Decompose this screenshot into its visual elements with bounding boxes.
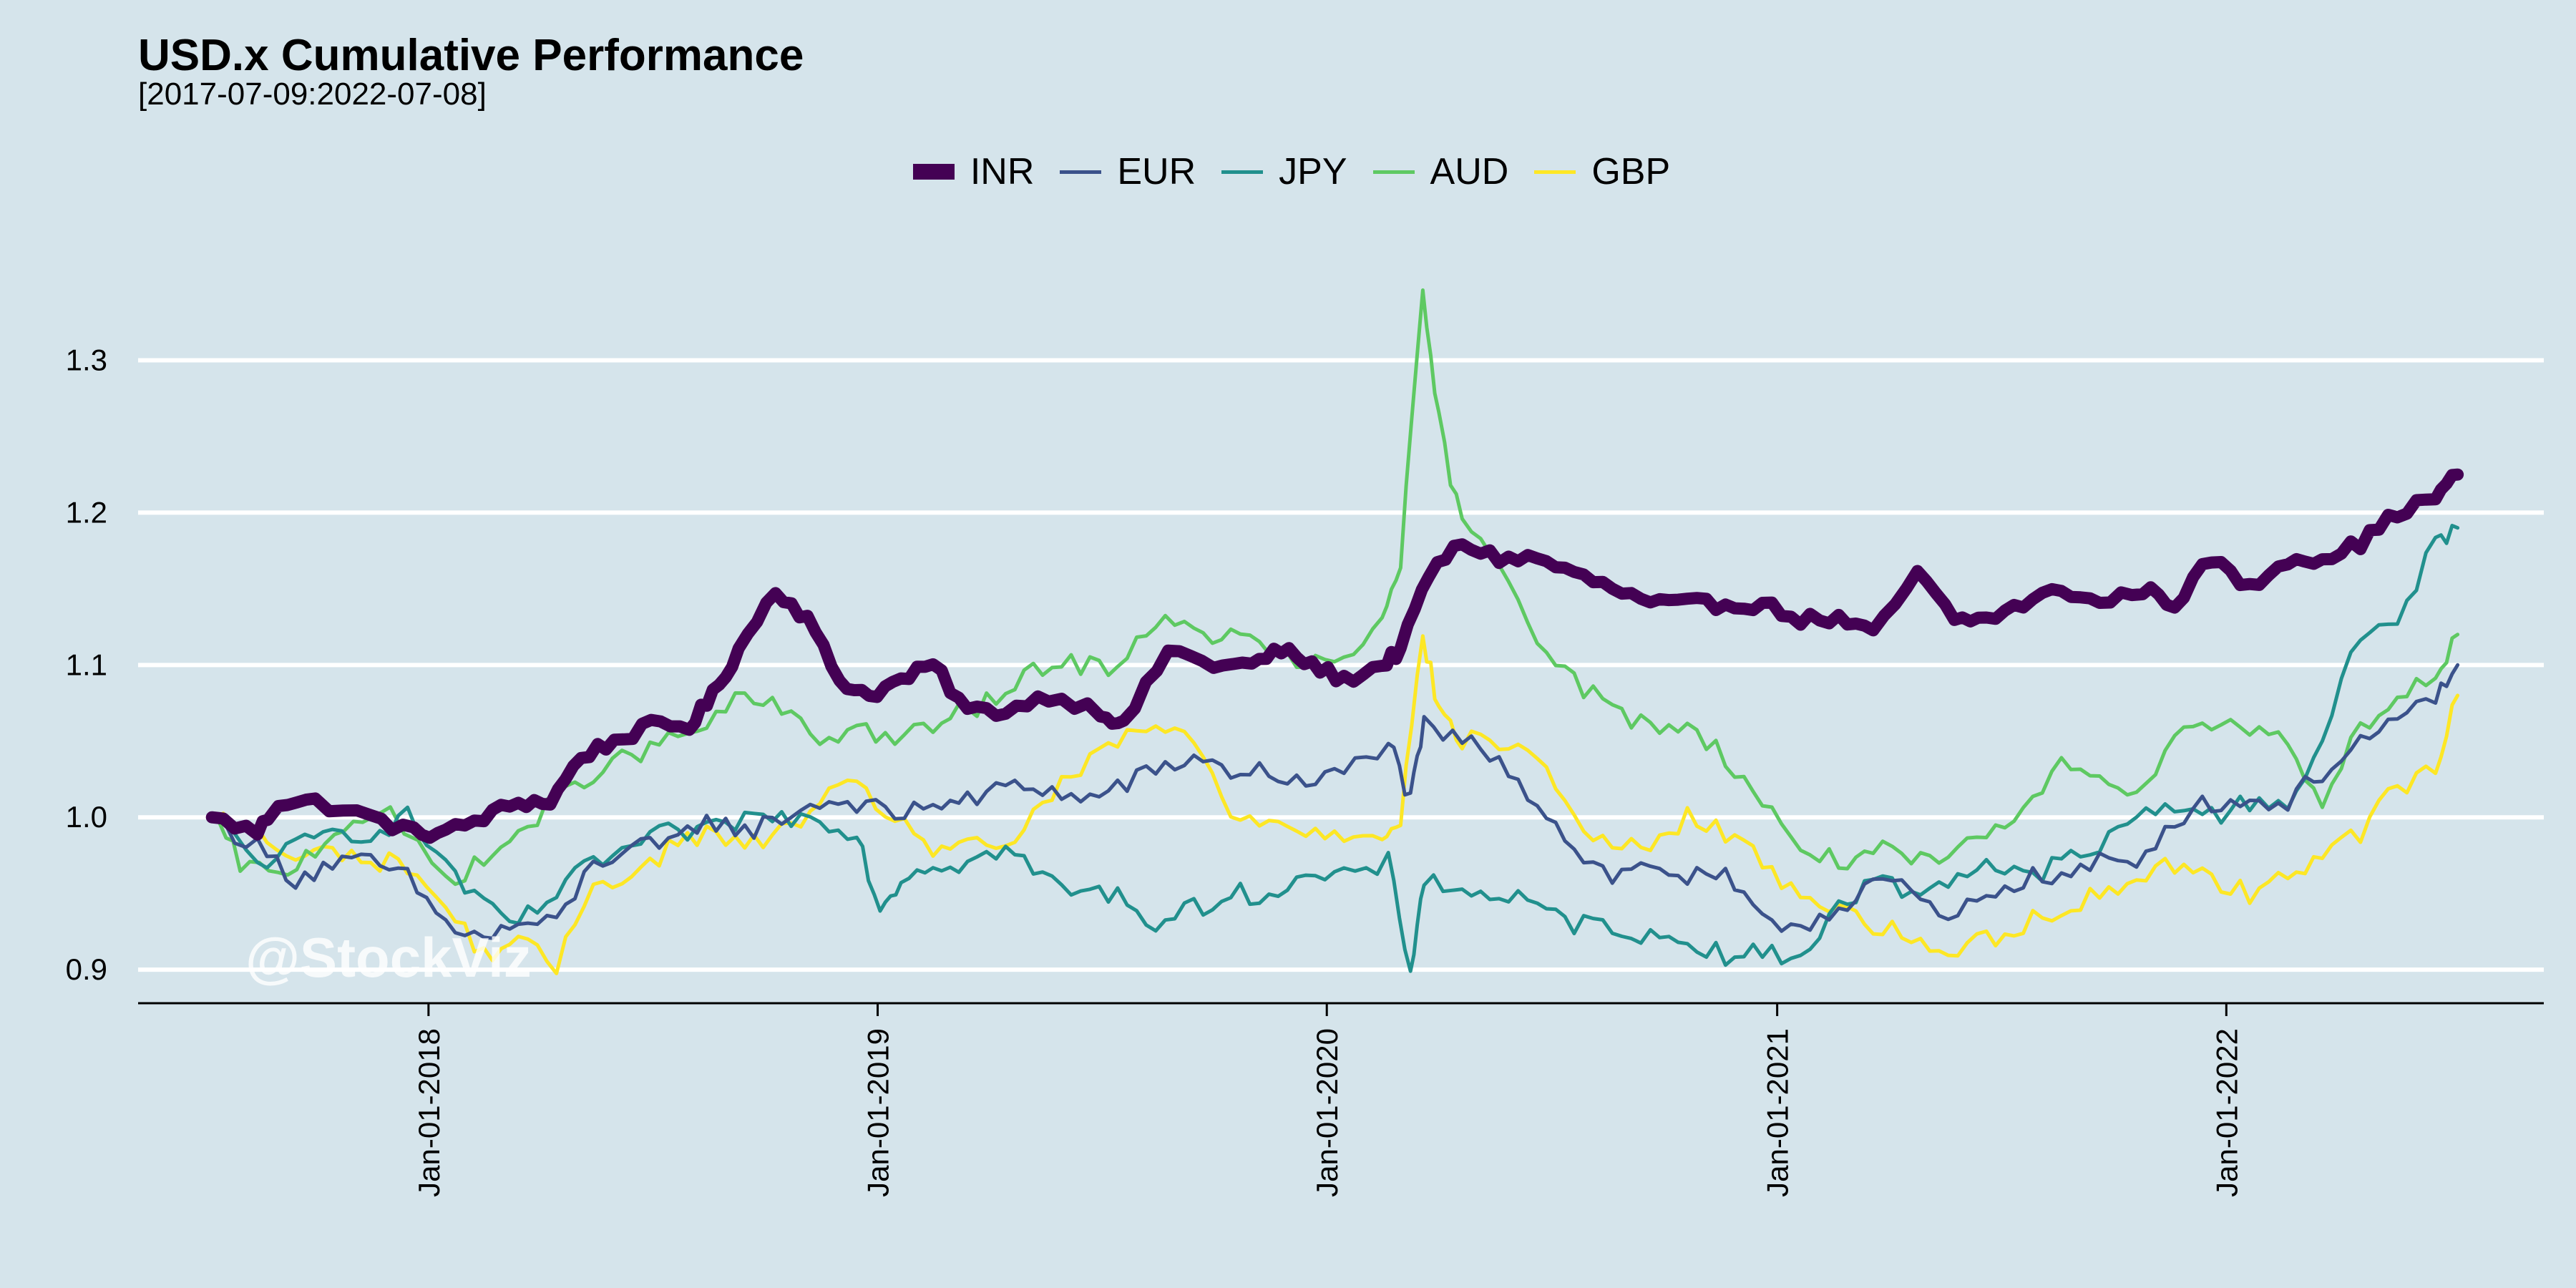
x-tick-label: Jan-01-2021	[1761, 1028, 1795, 1197]
legend-item-aud: AUD	[1372, 151, 1509, 192]
x-tick-label: Jan-01-2018	[412, 1028, 446, 1197]
series-line-eur	[210, 663, 2460, 940]
y-tick-label: 1.2	[66, 495, 107, 529]
series-line-gbp	[210, 634, 2460, 975]
legend-label-inr: INR	[970, 151, 1035, 192]
series-line-inr	[205, 468, 2464, 844]
y-tick-label: 1.3	[66, 343, 107, 376]
legend-swatch-aud	[1372, 170, 1415, 174]
y-tick-label: 0.9	[66, 952, 107, 986]
legend-item-jpy: JPY	[1221, 153, 1347, 190]
y-tick-label: 1.0	[66, 800, 107, 834]
legend-item-inr: INR	[912, 151, 1035, 192]
x-tick-label: Jan-01-2022	[2210, 1028, 2243, 1197]
grid-lines	[138, 358, 2544, 972]
legend-label-jpy: JPY	[1279, 151, 1347, 192]
series-line-jpy	[210, 524, 2460, 973]
legend-label-eur: EUR	[1117, 151, 1196, 192]
legend-item-gbp: GBP	[1534, 153, 1670, 190]
series-lines	[205, 288, 2464, 975]
watermark-text: @StockViz	[245, 926, 532, 989]
legend-label-aud: AUD	[1430, 151, 1509, 192]
x-tick-label: Jan-01-2019	[862, 1028, 895, 1197]
axes: 0.9 1.0 1.1 1.2 1.3 Jan-01-2018 Jan-01-2019 Jan…	[66, 343, 2544, 1197]
legend-swatch-gbp	[1534, 170, 1576, 174]
legend-label-gbp: GBP	[1591, 151, 1671, 192]
legend-item-eur: EUR	[1060, 153, 1196, 190]
chart-subtitle: [2017-07-09:2022-07-08]	[138, 77, 487, 112]
chart-title: USD.x Cumulative Performance	[138, 31, 804, 80]
series-line-aud	[210, 288, 2460, 887]
legend: INR EUR JPY AUD GBP	[0, 147, 2576, 197]
legend-swatch-inr	[912, 164, 955, 180]
legend-swatch-eur	[1060, 170, 1102, 174]
legend-swatch-jpy	[1221, 170, 1264, 174]
x-tick-label: Jan-01-2020	[1310, 1028, 1344, 1197]
y-tick-label: 1.1	[66, 648, 107, 681]
